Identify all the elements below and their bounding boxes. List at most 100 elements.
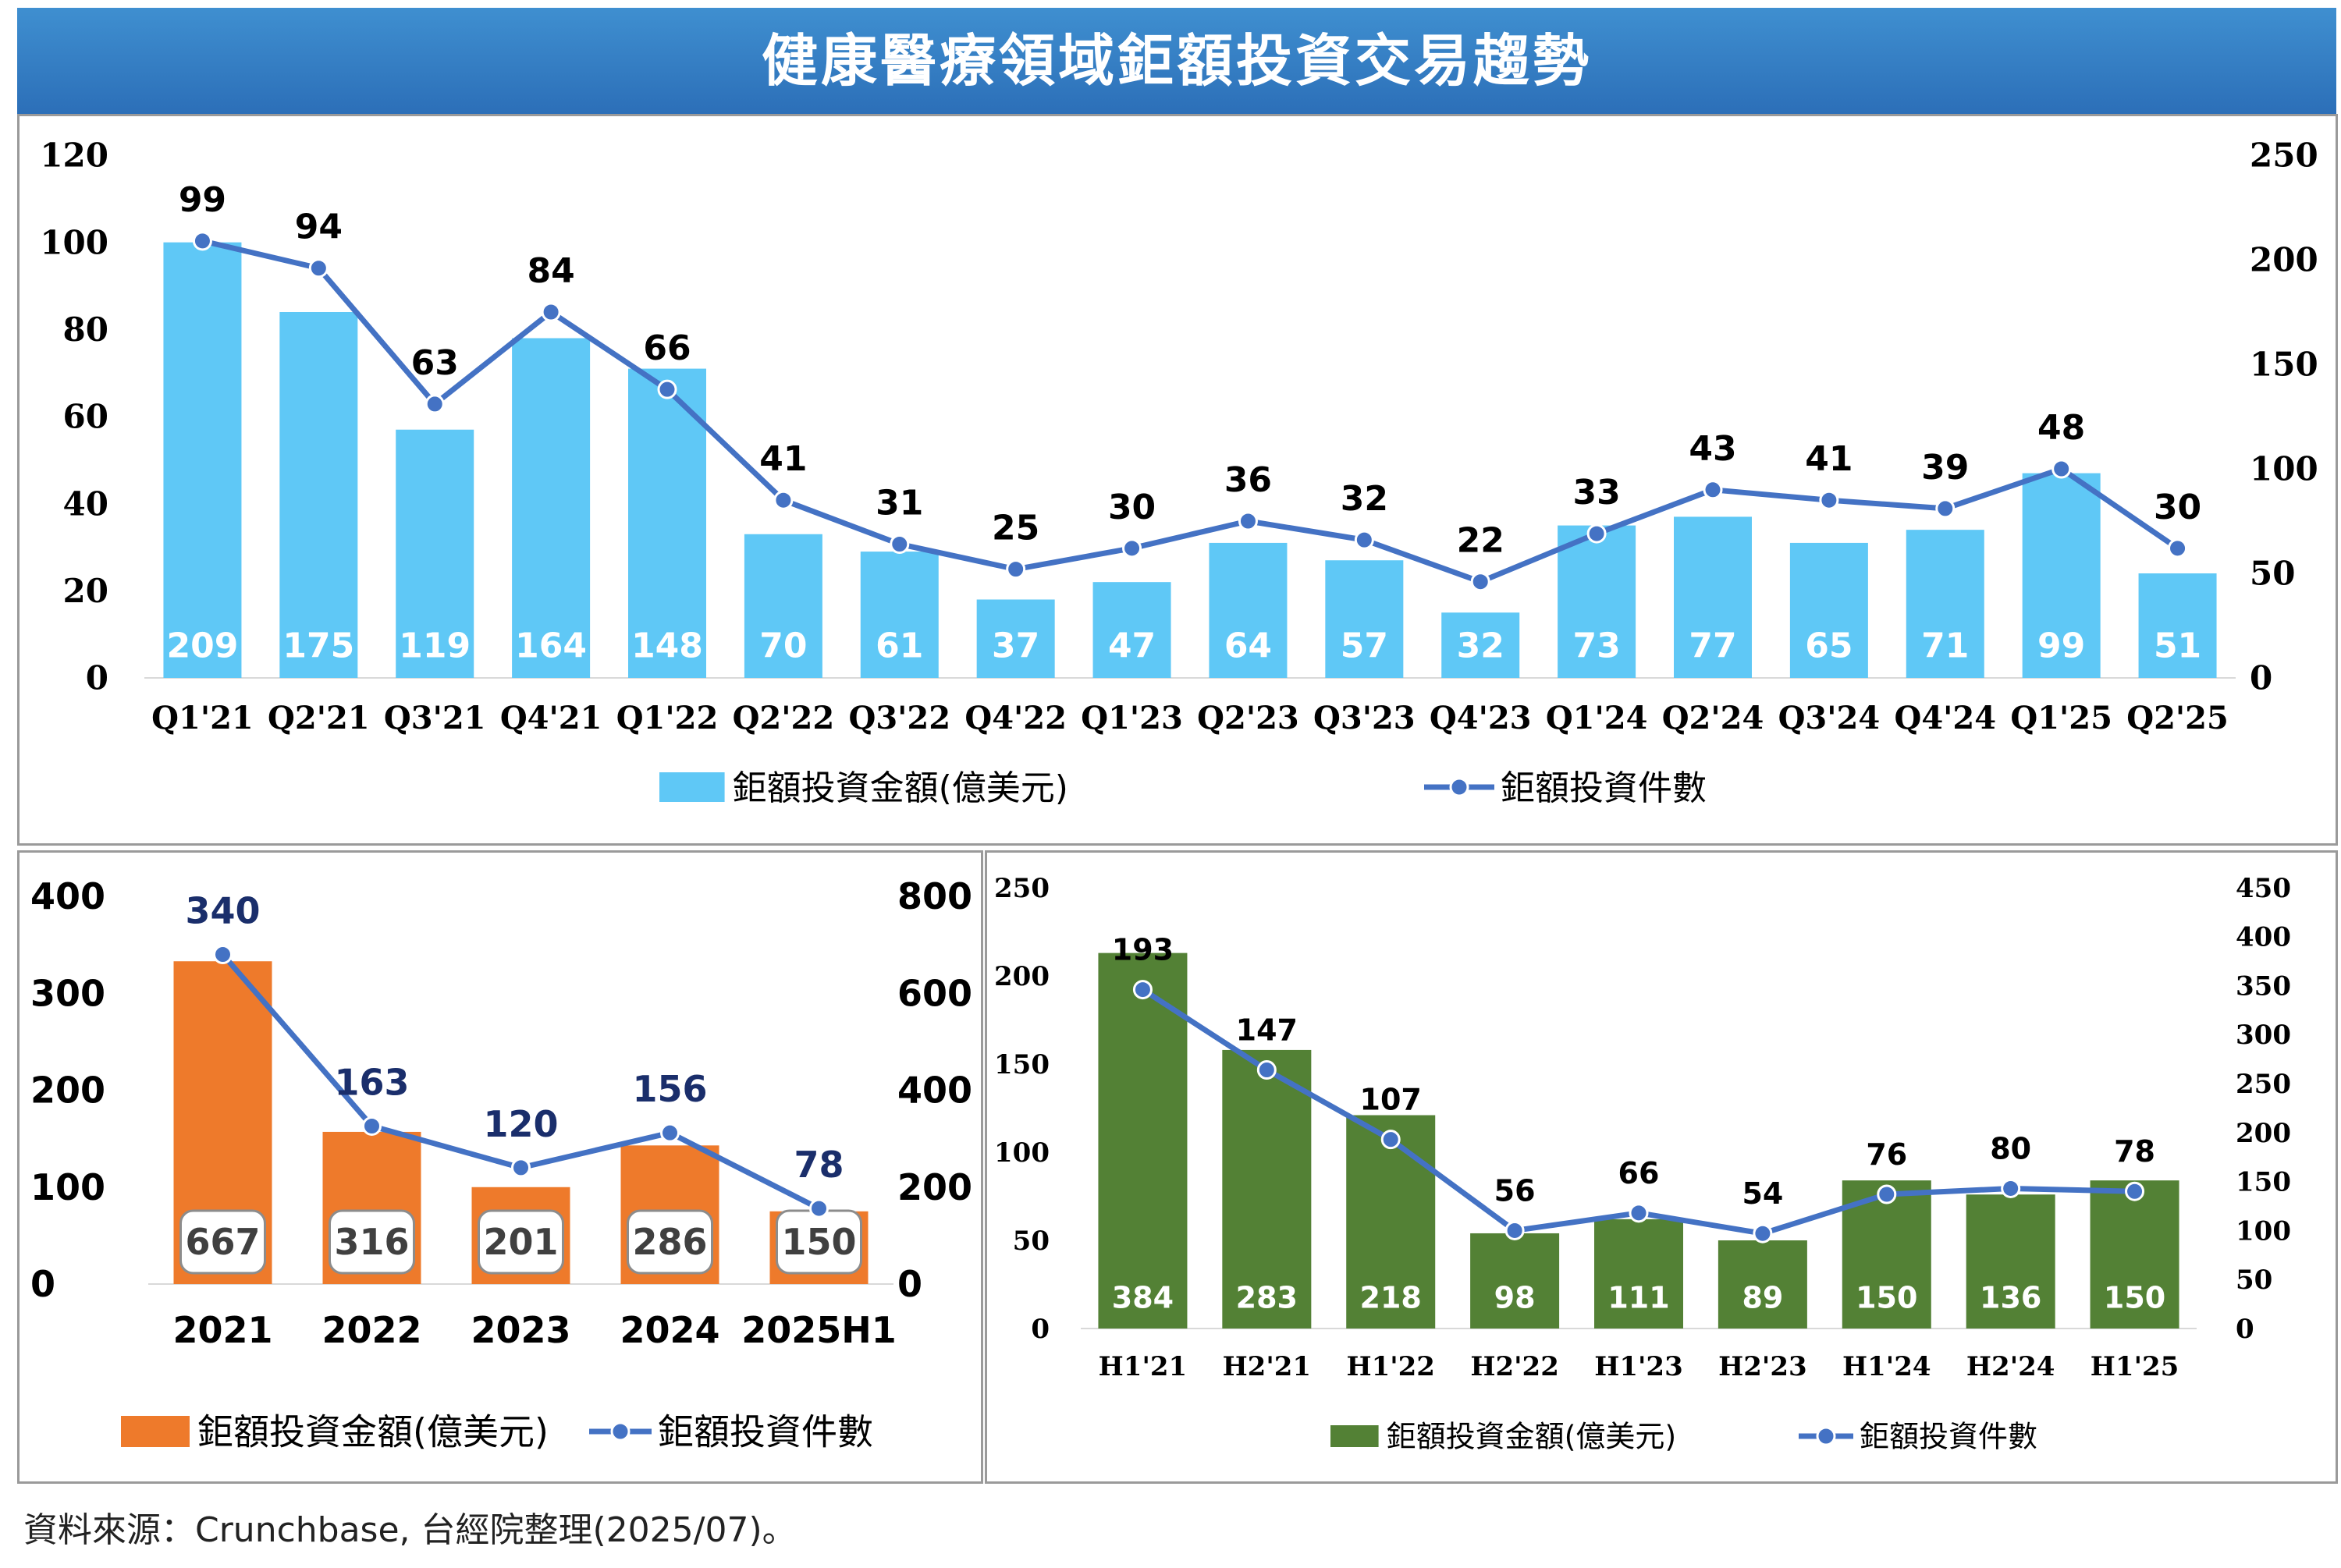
line-point — [213, 945, 233, 965]
x-tick-label: Q1'21 — [151, 700, 254, 736]
y-left-tick-label: 20 — [63, 572, 108, 610]
y-left-tick-label: 40 — [63, 484, 108, 523]
line-point — [1132, 980, 1153, 1000]
x-tick-label: Q3'24 — [1778, 700, 1881, 736]
x-tick-label: 2021 — [172, 1309, 272, 1351]
line-data-label: 39 — [1921, 448, 1969, 488]
bar-data-label: 150 — [2104, 1280, 2165, 1314]
line-point — [1238, 511, 1258, 531]
line-point — [660, 1123, 680, 1143]
line-point — [2001, 1178, 2021, 1198]
bar — [976, 599, 1055, 678]
y-right-tick-label: 50 — [2236, 1265, 2272, 1296]
line-data-label: 163 — [334, 1061, 409, 1103]
bar — [512, 338, 591, 678]
bar — [396, 429, 474, 678]
bar — [1325, 560, 1404, 678]
y-left-tick-label: 300 — [30, 972, 105, 1014]
legend-line-marker — [1449, 777, 1469, 797]
y-right-tick-label: 200 — [2236, 1118, 2291, 1149]
line-data-label: 84 — [527, 251, 574, 291]
y-left-tick-label: 250 — [994, 873, 1050, 904]
annual-chart: 0 100 200 300 400 0 200 400 600 800 667 316 201 286 15… — [30, 875, 972, 1453]
line-data-label: 30 — [2154, 488, 2201, 527]
line-point — [1935, 498, 1956, 519]
line-data-label: 80 — [1990, 1131, 2031, 1165]
bar — [1098, 953, 1188, 1329]
x-tick-label: Q1'24 — [1546, 700, 1648, 736]
x-tick-label: H1'21 — [1099, 1351, 1188, 1382]
x-tick-label: H2'21 — [1223, 1351, 1312, 1382]
y-left-tick-label: 400 — [30, 875, 105, 917]
legend-bar-label: 鉅額投資金額(億美元) — [197, 1411, 549, 1453]
bar-data-label: 57 — [1341, 626, 1388, 665]
line-point — [1380, 1130, 1401, 1150]
bar-data-label: 47 — [1108, 626, 1156, 665]
line-data-label: 99 — [179, 180, 226, 220]
x-tick-label: H2'23 — [1718, 1351, 1807, 1382]
bar-data-label: 64 — [1224, 626, 1272, 665]
bar-data-label: 111 — [1607, 1280, 1669, 1314]
line-data-label: 56 — [1494, 1173, 1536, 1208]
line-data-label: 30 — [1108, 488, 1156, 527]
y-left-tick-label: 100 — [40, 223, 108, 261]
line-data-label: 66 — [643, 328, 691, 368]
bar-data-label: 136 — [1980, 1280, 2041, 1314]
chart-title: 健康醫療領域鉅額投資交易趨勢 — [761, 28, 1592, 94]
bar — [860, 552, 939, 678]
bar-data-label: 150 — [781, 1221, 856, 1263]
half-year-chart-panel: 0 50 100 150 200 250 0 50 100 150 200 250 300 350 400 4… — [985, 850, 2338, 1484]
line-data-label: 36 — [1224, 460, 1272, 500]
x-tick-label: Q2'21 — [268, 700, 370, 736]
line-point — [362, 1116, 382, 1136]
line-point — [773, 490, 794, 510]
legend-bar-swatch — [121, 1416, 190, 1447]
half-year-chart: 0 50 100 150 200 250 0 50 100 150 200 250 300 350 400 4… — [994, 873, 2291, 1454]
line-data-label: 41 — [759, 439, 807, 479]
x-tick-label: H1'25 — [2091, 1351, 2179, 1382]
bar — [1092, 582, 1171, 678]
x-tick-label: H1'23 — [1594, 1351, 1683, 1382]
line-data-label: 54 — [1742, 1176, 1783, 1211]
bar-value-box — [627, 1209, 713, 1275]
y-left-tick-label: 50 — [1013, 1226, 1050, 1257]
line-point — [1354, 530, 1374, 550]
line-data-label: 43 — [1689, 429, 1736, 469]
legend-bar-swatch — [659, 772, 725, 802]
bar-data-label: 73 — [1572, 626, 1620, 665]
bar-data-label: 99 — [2037, 626, 2085, 665]
y-right-tick-label: 200 — [897, 1166, 972, 1208]
series-line — [201, 238, 2179, 585]
x-tick-label: 2025H1 — [741, 1309, 897, 1351]
line-point — [1122, 538, 1142, 559]
quarterly-chart: 0 20 40 60 80 100 120 0 50 100 150 200 250 209 175 119 1… — [40, 137, 2318, 808]
bar-data-label: 175 — [282, 626, 354, 665]
line-point — [1470, 572, 1490, 592]
bar — [1441, 612, 1520, 678]
bar — [1209, 542, 1288, 678]
y-right-tick-label: 150 — [2236, 1167, 2291, 1198]
bar — [1906, 530, 1984, 678]
line-data-label: 147 — [1236, 1013, 1298, 1048]
y-right-tick-label: 100 — [2250, 450, 2318, 488]
line-data-label: 78 — [2114, 1134, 2155, 1169]
x-tick-label: Q4'23 — [1430, 700, 1532, 736]
x-tick-label: Q2'25 — [2126, 700, 2229, 736]
bar-data-label: 32 — [1457, 626, 1504, 665]
line-data-label: 48 — [2037, 408, 2085, 448]
x-tick-label: Q3'21 — [384, 700, 486, 736]
annual-chart-panel: 0 100 200 300 400 0 200 400 600 800 667 316 201 286 15… — [17, 850, 983, 1484]
line-point — [1819, 490, 1839, 510]
bar — [1470, 1233, 1560, 1329]
bar-data-label: 218 — [1360, 1280, 1422, 1314]
line-point — [890, 534, 910, 554]
line-point — [1256, 1060, 1277, 1080]
line-data-label: 31 — [876, 483, 923, 523]
bar-data-label: 148 — [631, 626, 703, 665]
y-left-tick-label: 60 — [63, 398, 108, 436]
x-tick-label: Q2'23 — [1197, 700, 1299, 736]
bar-data-label: 201 — [483, 1221, 558, 1263]
bar — [744, 534, 822, 678]
line-point — [308, 258, 329, 278]
bar-data-label: 286 — [632, 1221, 707, 1263]
